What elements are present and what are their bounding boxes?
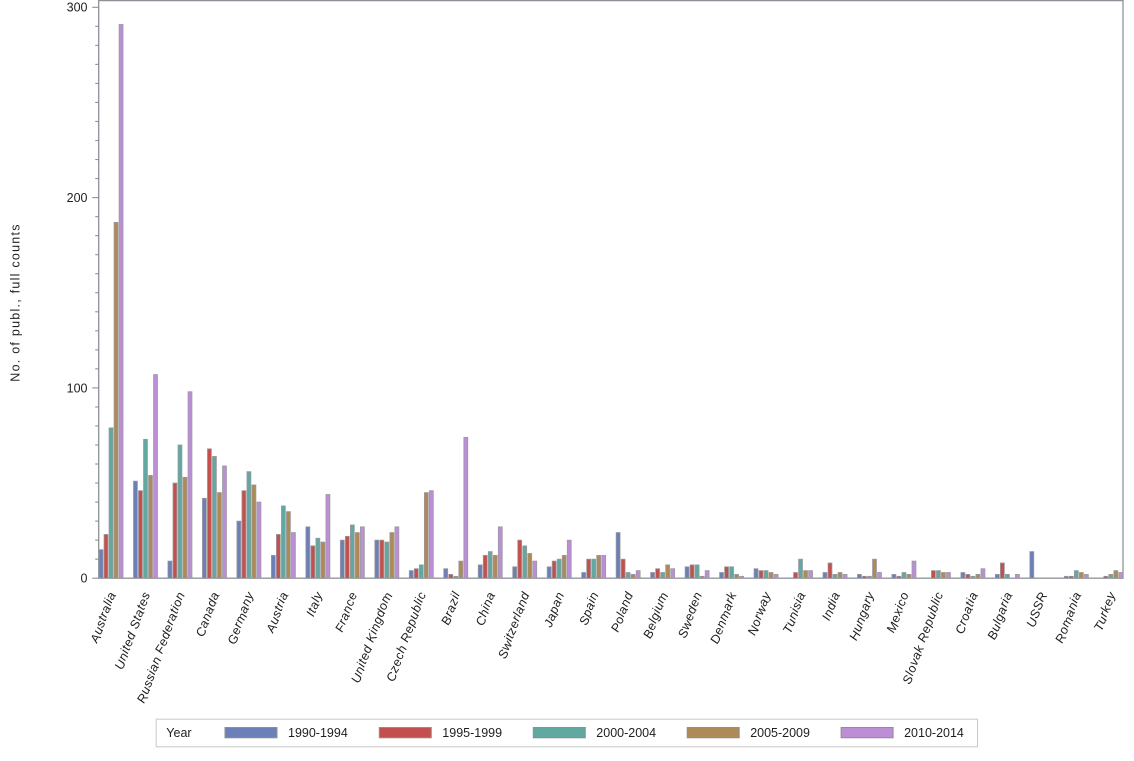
svg-text:0: 0 (81, 572, 88, 586)
svg-text:No. of publ., full counts: No. of publ., full counts (9, 223, 23, 381)
svg-text:1990-1994: 1990-1994 (288, 726, 348, 740)
svg-text:Year: Year (166, 726, 191, 740)
svg-text:300: 300 (67, 1, 88, 15)
svg-text:2005-2009: 2005-2009 (750, 726, 810, 740)
svg-text:100: 100 (67, 381, 88, 395)
svg-text:1995-1999: 1995-1999 (442, 726, 502, 740)
svg-text:200: 200 (67, 191, 88, 205)
svg-text:2010-2014: 2010-2014 (904, 726, 964, 740)
svg-text:2000-2004: 2000-2004 (596, 726, 656, 740)
